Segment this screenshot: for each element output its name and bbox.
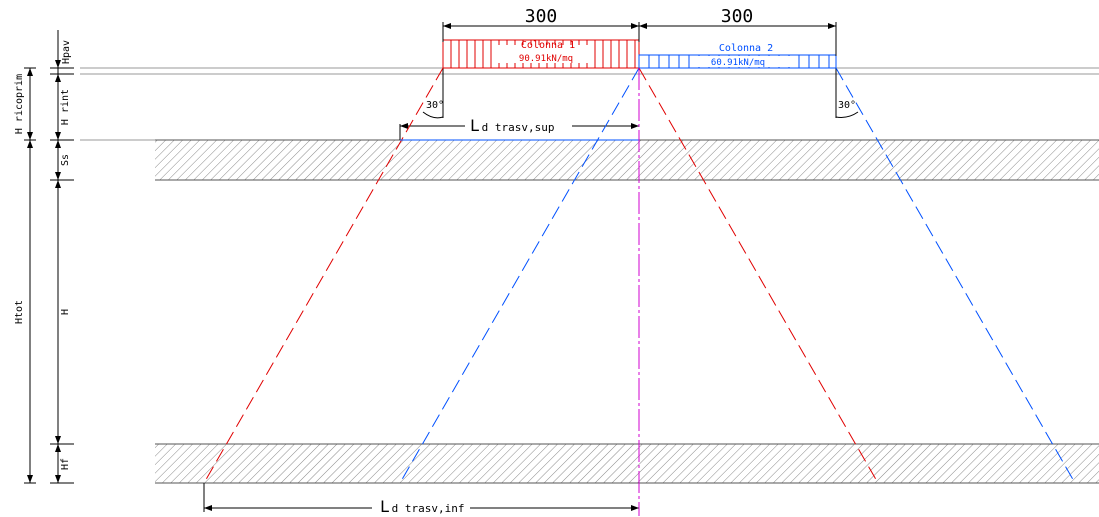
hpav-label: Hpav [61, 40, 72, 64]
column-1-right-diffusion [638, 67, 879, 484]
ss-label: Ss [60, 154, 71, 166]
vertical-dimensions: Hpav H rint H ricoprim Ss H Hf Htot [14, 30, 74, 484]
column-2-width-label: 300 [721, 6, 754, 27]
column-1-left-diffusion [203, 67, 444, 484]
htot-label: Htot [14, 300, 25, 324]
column-2-right-diffusion [835, 67, 1076, 484]
diffusion-lines [203, 67, 1076, 484]
column-2-load-value: 60.91kN/mq [711, 58, 765, 68]
column-1-name: Colonna 1 [521, 40, 575, 51]
angle-indicators: 30° 30° [422, 68, 859, 119]
hf-label: Hf [60, 458, 71, 470]
column-2-name: Colonna 2 [719, 43, 773, 54]
column-2-load: Colonna 2 60.91kN/mq [638, 43, 837, 69]
column-1-load: Colonna 1 90.91kN/mq [442, 39, 640, 69]
angle-left-label: 30° [426, 100, 444, 111]
surface-lines [80, 67, 1099, 141]
column-1-load-value: 90.91kN/mq [519, 54, 573, 64]
foundation-layer [155, 443, 1099, 484]
h-label: H [60, 309, 71, 315]
slab-layer [155, 139, 1099, 181]
angle-right-label: 30° [838, 100, 856, 111]
top-dimensions: 300 300 [442, 6, 837, 56]
h-rint-label: H rint [60, 89, 71, 125]
column-1-width-label: 300 [525, 6, 558, 27]
h-ricoprim-label: H ricoprim [14, 74, 25, 134]
